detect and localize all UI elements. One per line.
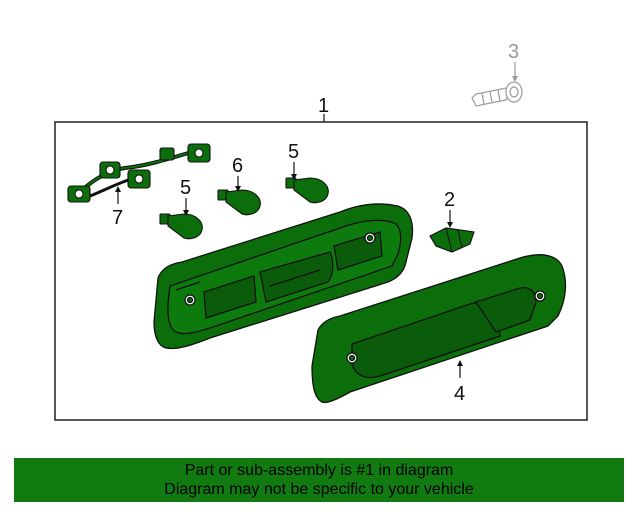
callout-7-label: 7 <box>112 207 123 229</box>
callout-5-left[interactable]: 5 <box>180 177 191 216</box>
callout-2[interactable]: 2 <box>444 189 455 228</box>
part-3-bolt[interactable] <box>471 81 523 107</box>
callout-7[interactable]: 7 <box>112 186 123 229</box>
parts-diagram: 3 1 7 <box>54 41 588 421</box>
callout-2-label: 2 <box>444 189 455 211</box>
info-banner: Part or sub-assembly is #1 in diagram Di… <box>14 458 624 502</box>
callout-4-label: 4 <box>454 383 465 405</box>
callout-4[interactable]: 4 <box>454 360 465 405</box>
assembly-frame <box>54 121 588 421</box>
banner-line-2: Diagram may not be specific to your vehi… <box>164 481 474 498</box>
callout-5-left-label: 5 <box>180 177 191 199</box>
banner-line-1: Part or sub-assembly is #1 in diagram <box>184 462 454 479</box>
part-7-wiring-harness[interactable] <box>67 143 211 203</box>
callout-3[interactable]: 3 <box>508 41 519 82</box>
part-6-bulb[interactable] <box>217 189 261 216</box>
callout-6[interactable]: 6 <box>232 155 243 192</box>
callout-1-label: 1 <box>318 95 329 117</box>
part-5-bulb-upper[interactable] <box>285 177 329 204</box>
part-2-retainer[interactable] <box>429 227 475 253</box>
callout-5-upper-label: 5 <box>288 141 299 163</box>
part-5-bulb-left[interactable] <box>159 213 203 240</box>
callout-6-label: 6 <box>232 155 243 177</box>
part-4-lens[interactable] <box>311 254 567 404</box>
callout-1[interactable]: 1 <box>318 95 329 122</box>
callout-5-upper[interactable]: 5 <box>288 141 299 180</box>
part-1-housing[interactable] <box>153 203 414 350</box>
callout-3-label: 3 <box>508 41 519 63</box>
